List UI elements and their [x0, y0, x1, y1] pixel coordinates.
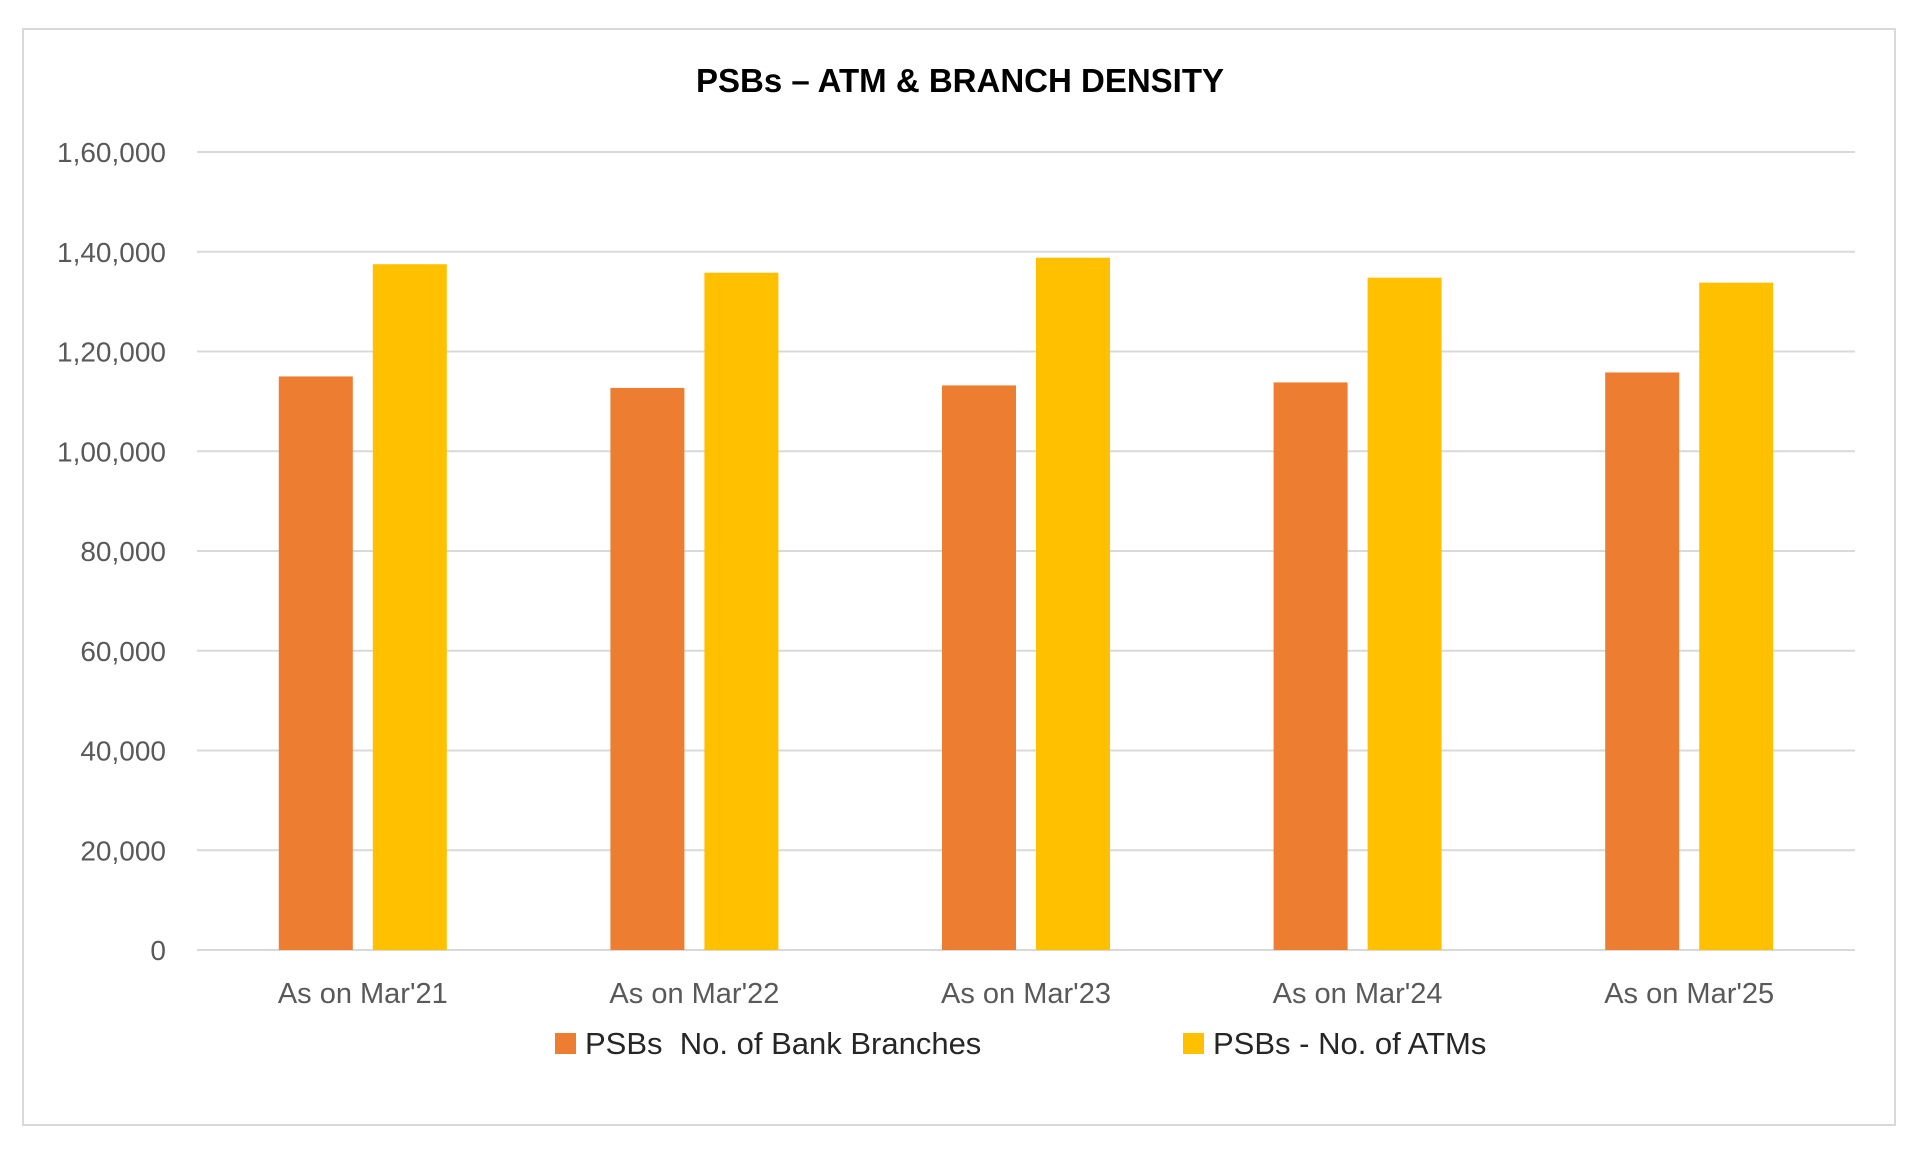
y-tick-label: 0 [150, 935, 166, 966]
x-tick-label: As on Mar'23 [941, 978, 1111, 1010]
bar-branches [1605, 372, 1680, 950]
y-axis-ticks: 0 20,000 40,000 60,000 80,000 1,00,000 1,20,00… [57, 137, 166, 966]
bar-atms [1367, 277, 1442, 950]
x-tick-label: As on Mar'21 [278, 978, 448, 1010]
bar-branches [1273, 382, 1348, 950]
bar-atms [1036, 257, 1110, 950]
bar-branches [278, 376, 353, 950]
bar-atms [1699, 282, 1774, 950]
x-tick-label: As on Mar'22 [609, 978, 779, 1010]
y-tick-label: 20,000 [80, 835, 166, 866]
y-tick-label: 60,000 [80, 636, 166, 667]
y-tick-label: 1,20,000 [57, 337, 166, 368]
legend-swatch [1183, 1033, 1204, 1054]
y-tick-label: 40,000 [80, 736, 166, 767]
y-tick-label: 1,00,000 [57, 436, 166, 467]
legend-label: PSBs No. of Bank Branches [585, 1026, 981, 1061]
bars-layer [278, 257, 1774, 950]
x-axis-ticks: As on Mar'21 As on Mar'22 As on Mar'23 As o… [278, 978, 1774, 1010]
x-tick-label: As on Mar'25 [1604, 978, 1774, 1010]
legend: PSBs No. of Bank Branches PSBs - No. of A… [555, 1026, 1486, 1061]
grid-layer [197, 151, 1855, 951]
x-tick-label: As on Mar'24 [1273, 978, 1443, 1010]
bar-branches [942, 385, 1016, 950]
y-tick-label: 80,000 [80, 536, 166, 567]
y-tick-label: 1,40,000 [57, 237, 166, 268]
legend-swatch [555, 1033, 576, 1054]
bar-atms [372, 264, 447, 950]
bar-atms [704, 272, 779, 950]
y-tick-label: 1,60,000 [57, 137, 166, 168]
chart-title: PSBs – ATM & BRANCH DENSITY [696, 62, 1224, 99]
bar-branches [610, 387, 685, 950]
legend-label: PSBs - No. of ATMs [1213, 1026, 1486, 1061]
